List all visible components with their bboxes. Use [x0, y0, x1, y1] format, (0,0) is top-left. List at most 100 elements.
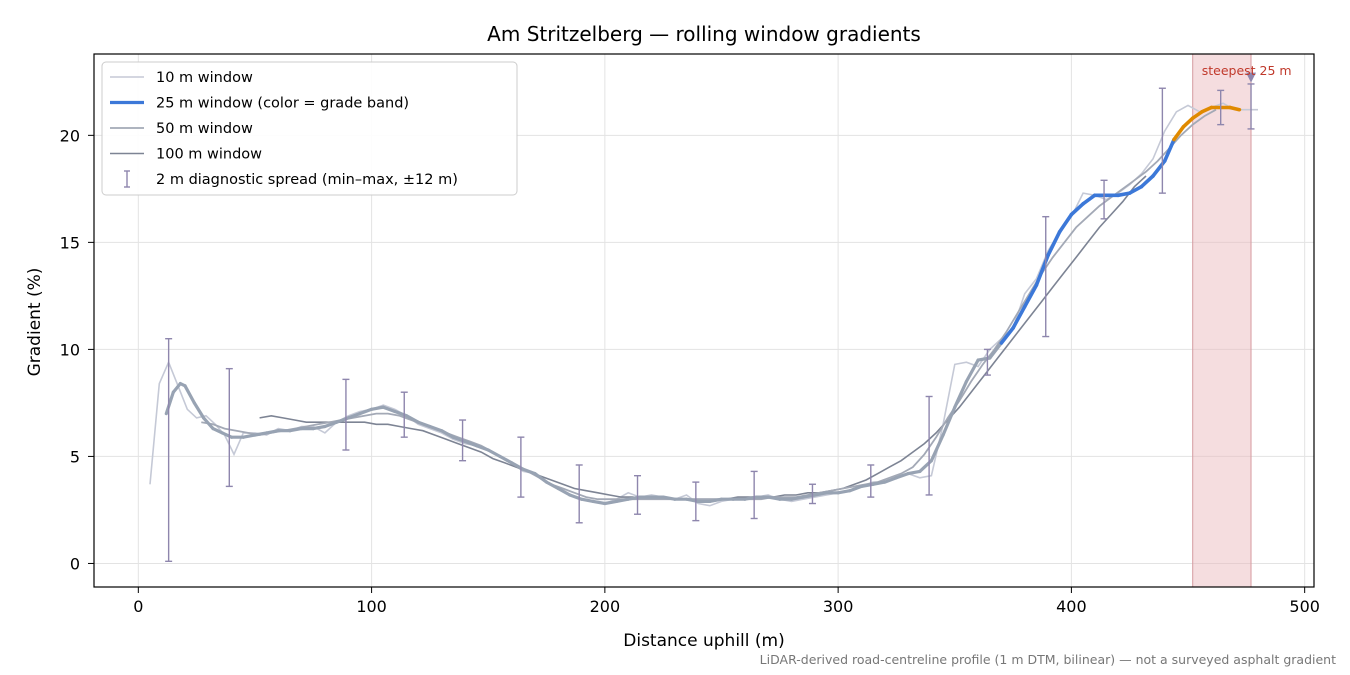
- series-25m-segment: [416, 420, 432, 429]
- error-bar: [575, 464, 583, 524]
- legend-label: 10 m window: [156, 70, 253, 86]
- steepest-marker: [1246, 72, 1257, 83]
- series-25m-segment: [521, 467, 537, 476]
- footnote: LiDAR-derived road-centreline profile (1…: [760, 652, 1336, 667]
- x-tick-label: 0: [133, 597, 143, 616]
- legend-item-error-bars: 2 m diagnostic spread (min–max, ±12 m): [124, 170, 458, 188]
- legend-box: [101, 61, 518, 196]
- series-25m-segment: [579, 497, 595, 503]
- error-bar: [867, 464, 875, 498]
- series-25m-segment: [440, 429, 455, 439]
- series-25m-segment: [533, 472, 549, 484]
- series-25m-segment: [1116, 191, 1132, 198]
- error-bars: [165, 83, 1255, 563]
- error-bar: [225, 367, 233, 488]
- y-tick-label: 10: [60, 340, 80, 359]
- series-25m-segment: [1139, 174, 1155, 189]
- y-tick-label: 5: [70, 447, 80, 466]
- series-25m-segment: [183, 384, 196, 405]
- series-25m-segment: [603, 499, 619, 506]
- series-25m-segment: [486, 448, 502, 458]
- series-25m-segment: [1181, 116, 1195, 129]
- series-25m-segment: [463, 439, 479, 448]
- steepest-label: steepest 25 m: [1202, 63, 1292, 78]
- legend-label: 2 m diagnostic spread (min–max, ±12 m): [156, 172, 458, 188]
- legend: 10 m window 25 m window (color = grade ba…: [101, 61, 518, 196]
- series-25m-segment: [556, 486, 572, 497]
- error-bar: [165, 337, 173, 563]
- error-bar: [1247, 83, 1255, 130]
- legend-item-100m: 100 m window: [110, 147, 262, 163]
- legend-label: 100 m window: [156, 147, 262, 163]
- error-bar: [983, 348, 991, 376]
- series-25m-segment: [164, 390, 175, 416]
- series-25m-segment: [789, 495, 805, 501]
- series-25m-segment: [323, 420, 339, 429]
- series-25m-segment: [370, 405, 385, 411]
- error-bar: [342, 378, 350, 451]
- x-tick-label: 500: [1289, 597, 1320, 616]
- error-bar: [517, 436, 525, 498]
- series-25m-segment: [346, 412, 362, 420]
- y-tick-label: 0: [70, 554, 80, 573]
- series-25m-segment: [171, 382, 182, 394]
- x-tick-label: 100: [356, 597, 387, 616]
- error-bar: [634, 474, 642, 515]
- series-25m-segment: [202, 416, 215, 431]
- series-25m-segment: [265, 429, 280, 435]
- series-25m-segment: [661, 495, 677, 501]
- series-25m-segment: [241, 433, 257, 439]
- series-25m-segment: [929, 433, 945, 463]
- error-bar: [400, 391, 408, 438]
- chart-title: Am Stritzelberg — rolling window gradien…: [487, 22, 921, 46]
- series-25m-segment: [192, 401, 206, 420]
- series-25m-segment: [1069, 202, 1085, 217]
- y-axis-label: Gradient (%): [25, 268, 45, 377]
- series-50m-line: [201, 108, 1217, 501]
- series-25m-segment: [358, 407, 374, 416]
- x-tick-label: 200: [590, 597, 621, 616]
- legend-item-25m: 25 m window (color = grade band): [110, 96, 409, 112]
- x-axis-label: Distance uphill (m): [623, 631, 784, 651]
- series-25m-segment: [708, 497, 724, 503]
- error-bar: [750, 470, 758, 520]
- error-bar: [1042, 215, 1050, 338]
- x-tick-label: 400: [1056, 597, 1087, 616]
- error-bar: [459, 419, 467, 462]
- series-25m-segment: [591, 499, 607, 506]
- y-axis: 0 5 10 15 20: [60, 126, 94, 573]
- y-tick-label: 15: [60, 233, 80, 252]
- series-25m-segment: [405, 414, 420, 424]
- series-25m-segment: [475, 444, 490, 452]
- error-bar: [1158, 87, 1166, 194]
- series-25m-segment: [1162, 137, 1176, 163]
- series-25m-segment: [1172, 125, 1186, 142]
- error-bar: [1217, 89, 1225, 126]
- series-25m-segment: [614, 497, 630, 503]
- legend-label: 50 m window: [156, 121, 253, 137]
- series-25m-segment: [883, 476, 899, 484]
- legend-item-10m: 10 m window: [110, 70, 253, 86]
- error-bar: [692, 481, 700, 522]
- series-25m-segment: [953, 379, 969, 409]
- series-25m-segment: [1011, 304, 1027, 330]
- series-25m-segment: [1081, 193, 1097, 206]
- series-25m-segment: [894, 472, 910, 480]
- series-25m-segment: [253, 431, 269, 437]
- y-tick-label: 20: [60, 126, 80, 145]
- series-25m-segment: [1228, 105, 1242, 112]
- series-25m-segment: [1022, 283, 1039, 309]
- legend-item-50m: 50 m window: [110, 121, 253, 137]
- series-25m-segment: [220, 431, 234, 439]
- series-25m-segment: [211, 427, 224, 435]
- series-25m-segment: [999, 326, 1015, 345]
- series-25m-segment: [428, 424, 444, 433]
- series-25m-segment: [1190, 110, 1204, 120]
- series-25m-segment: [941, 405, 957, 437]
- series-25m-segment: [848, 484, 864, 493]
- error-bar: [1100, 179, 1108, 220]
- error-bar: [925, 395, 933, 496]
- series-25m-segment: [906, 469, 922, 476]
